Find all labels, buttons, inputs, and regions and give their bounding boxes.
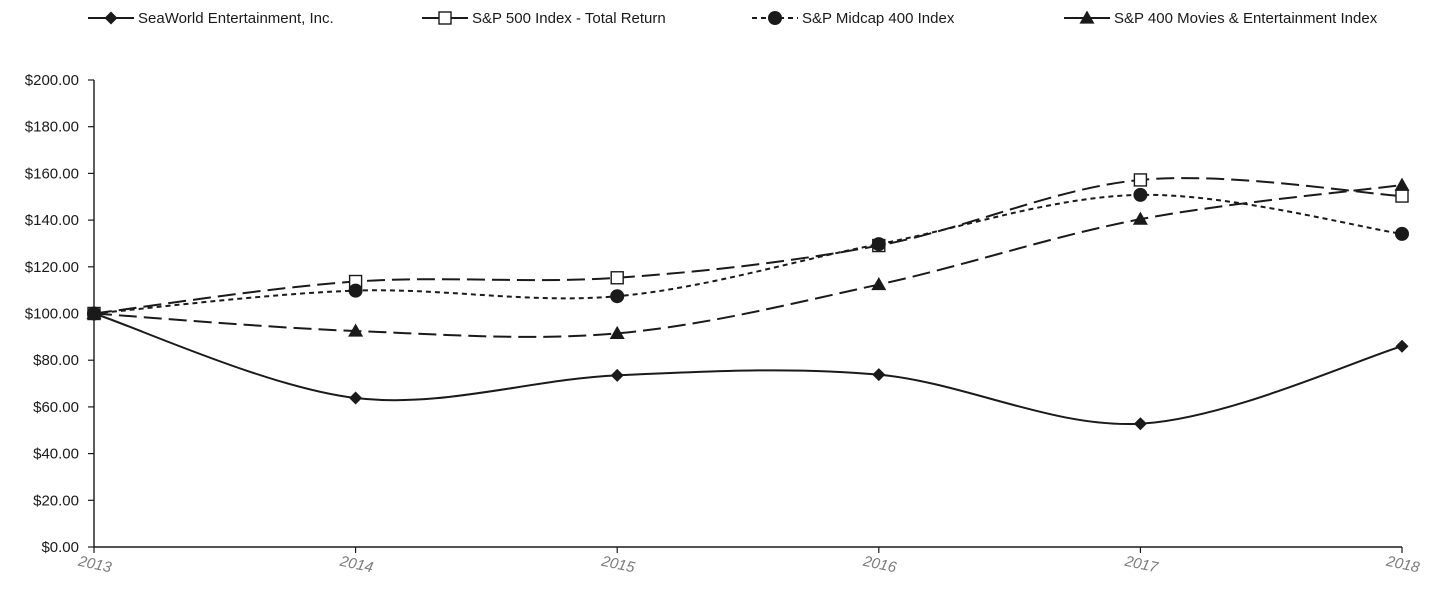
data-point [348,283,363,298]
x-tick-label: 2013 [76,553,114,577]
series-line-3 [93,184,1403,338]
x-tick-label: 2017 [1122,553,1160,577]
legend: SeaWorld Entertainment, Inc. S&P 500 Inde… [88,10,1378,27]
series-line-0 [93,312,1403,426]
legend-marker [438,11,452,25]
series-line-1 [93,177,1403,315]
data-point [348,323,364,337]
y-tick-label: $160.00 [25,165,79,182]
y-tick-label: $60.00 [33,399,79,416]
legend-marker [1079,10,1095,24]
data-point [871,237,886,252]
data-point [1133,173,1148,187]
y-tick-label: $180.00 [25,119,79,136]
y-tick-label: $20.00 [33,492,79,509]
data-point [610,289,625,304]
y-tick-label: $40.00 [33,446,79,463]
legend-entry: S&P 500 Index - Total Return [472,10,666,27]
legend-entry: S&P Midcap 400 Index [802,10,955,27]
data-point [1133,187,1148,202]
data-point [610,271,624,285]
data-point [871,277,887,291]
y-tick-label: $200.00 [25,72,79,89]
data-point [1395,189,1409,203]
y-tick-label: $100.00 [25,306,79,323]
data-point [349,391,363,405]
series-line-2 [93,193,1403,315]
x-tick-label: 2015 [599,553,637,577]
legend-entry: S&P 400 Movies & Entertainment Index [1114,10,1378,27]
data-point [1395,226,1409,241]
legend-entry: SeaWorld Entertainment, Inc. [138,10,334,27]
x-tick-label: 2014 [337,553,374,577]
series-lines [93,177,1403,426]
data-point [86,306,102,320]
y-tick-label: $0.00 [41,539,79,556]
data-point [1394,177,1410,191]
data-point [872,368,886,382]
series-markers [86,173,1410,431]
data-point [1133,417,1147,431]
legend-marker [768,11,782,25]
data-point [609,325,625,339]
y-tick-label: $140.00 [25,212,79,229]
legend-marker [104,11,118,25]
data-point [610,368,624,382]
y-tick-label: $120.00 [25,259,79,276]
x-tick-label: 2018 [1384,553,1422,577]
x-tick-label: 2016 [861,553,899,577]
data-point [1395,339,1409,353]
data-point [1132,211,1148,225]
y-tick-label: $80.00 [33,352,79,369]
